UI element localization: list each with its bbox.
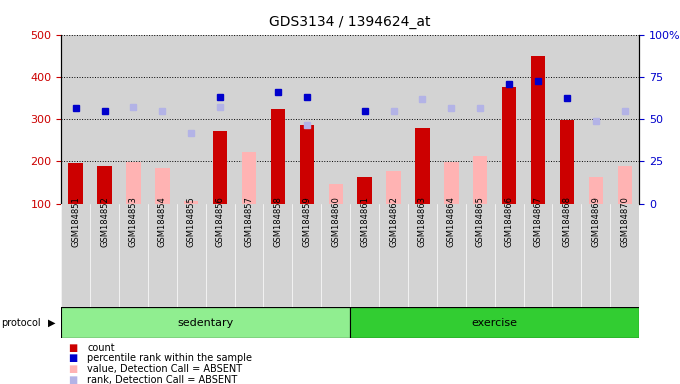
Text: ■: ■	[68, 364, 78, 374]
Bar	[358, 177, 372, 204]
Text: rank, Detection Call = ABSENT: rank, Detection Call = ABSENT	[87, 375, 237, 384]
Bar	[242, 152, 256, 204]
Text: exercise: exercise	[472, 318, 517, 328]
Bar	[502, 88, 516, 204]
Text: value, Detection Call = ABSENT: value, Detection Call = ABSENT	[87, 364, 242, 374]
Bar	[213, 131, 227, 204]
Bar	[531, 56, 545, 204]
Bar	[589, 177, 603, 204]
Text: ■: ■	[68, 343, 78, 353]
Text: count: count	[87, 343, 115, 353]
Bar	[560, 120, 574, 204]
Bar	[126, 162, 141, 204]
Bar	[386, 170, 401, 204]
Text: ▶: ▶	[48, 318, 56, 328]
Text: sedentary: sedentary	[177, 318, 234, 328]
Bar	[350, 307, 639, 338]
Text: GDS3134 / 1394624_at: GDS3134 / 1394624_at	[269, 15, 431, 29]
Text: ■: ■	[68, 375, 78, 384]
Bar	[271, 109, 285, 204]
Bar	[155, 168, 169, 204]
Text: protocol: protocol	[1, 318, 40, 328]
Bar	[415, 128, 430, 204]
Bar	[61, 307, 350, 338]
Bar	[69, 164, 83, 204]
Bar	[97, 166, 112, 204]
Text: ■: ■	[68, 353, 78, 363]
Bar	[473, 156, 488, 204]
Bar	[300, 126, 314, 204]
Bar	[184, 202, 199, 204]
Bar	[617, 166, 632, 204]
Bar	[328, 184, 343, 204]
Text: percentile rank within the sample: percentile rank within the sample	[87, 353, 252, 363]
Bar	[444, 162, 458, 204]
